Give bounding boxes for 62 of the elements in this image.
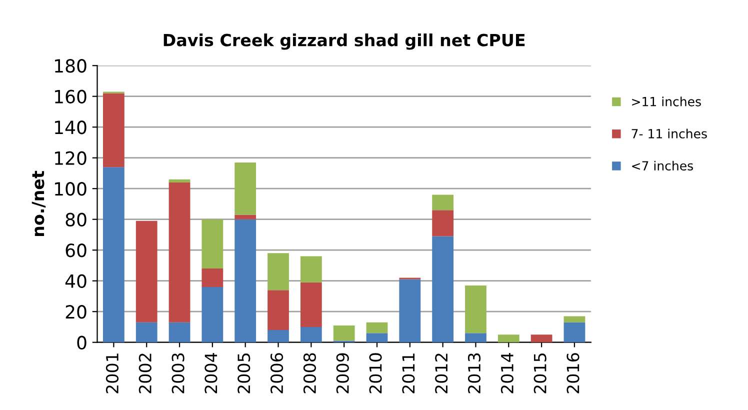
y-tick-label: 60 (66, 244, 86, 258)
bar (168, 179, 190, 182)
y-tick-label: 140 (55, 120, 86, 134)
bar (168, 182, 190, 322)
x-tick-label: 2013 (468, 353, 481, 394)
x-tick-label: 2004 (204, 353, 218, 394)
y-tick-label: 40 (65, 274, 86, 288)
bar (234, 219, 256, 342)
bar (432, 194, 454, 210)
bar (399, 279, 421, 342)
x-tick-label: 2010 (369, 353, 382, 394)
bar (300, 282, 322, 327)
x-tick-label: 2012 (435, 354, 448, 394)
chart-title: Davis Creek gizzard shad gill net CPUE (164, 33, 525, 50)
legend-label: <7 inches (632, 160, 693, 171)
bar (202, 268, 224, 287)
x-tick-label: 2008 (303, 353, 316, 394)
bar (168, 322, 190, 342)
bar (103, 167, 124, 342)
y-tick-label: 120 (55, 151, 86, 165)
bar (432, 236, 454, 342)
bar (136, 220, 158, 322)
x-tick-label: 2002 (138, 354, 152, 394)
y-tick-label: 180 (55, 59, 86, 73)
x-tick-label: 2009 (336, 353, 349, 394)
bar (103, 93, 124, 168)
bar (564, 316, 586, 322)
bar (234, 214, 256, 220)
y-axis-title: no./net (32, 170, 46, 236)
bar (300, 256, 322, 282)
bar (465, 285, 486, 334)
bar (465, 333, 486, 342)
bar (432, 210, 454, 236)
x-tick-label: 2016 (566, 353, 580, 394)
x-tick-label: 2015 (534, 354, 546, 394)
bar (366, 322, 388, 334)
y-tick-label: 100 (55, 182, 86, 196)
bar (564, 322, 586, 342)
x-tick-label: 2011 (402, 354, 415, 394)
y-tick-label: 0 (77, 336, 86, 350)
x-tick-label: 2005 (238, 354, 250, 394)
legend-label: >11 inches (632, 96, 701, 106)
x-tick-label: 2014 (500, 353, 514, 394)
legend-label: 7- 11 inches (632, 128, 707, 138)
bar (530, 334, 552, 342)
bar (202, 219, 224, 269)
y-tick-label: 160 (55, 90, 86, 104)
y-tick-label: 80 (66, 212, 86, 226)
x-tick-label: 2003 (172, 353, 184, 394)
bar (268, 290, 289, 330)
y-tick-label: 20 (66, 305, 86, 319)
bar (136, 322, 158, 342)
x-tick-label: 2006 (270, 353, 284, 394)
bar (498, 334, 520, 342)
x-tick-label: 2001 (106, 354, 119, 394)
bar (234, 162, 256, 215)
bar (300, 326, 322, 342)
bar (202, 287, 224, 342)
bar (333, 325, 355, 341)
bar (268, 253, 289, 290)
bar (366, 333, 388, 342)
bar (268, 330, 289, 342)
